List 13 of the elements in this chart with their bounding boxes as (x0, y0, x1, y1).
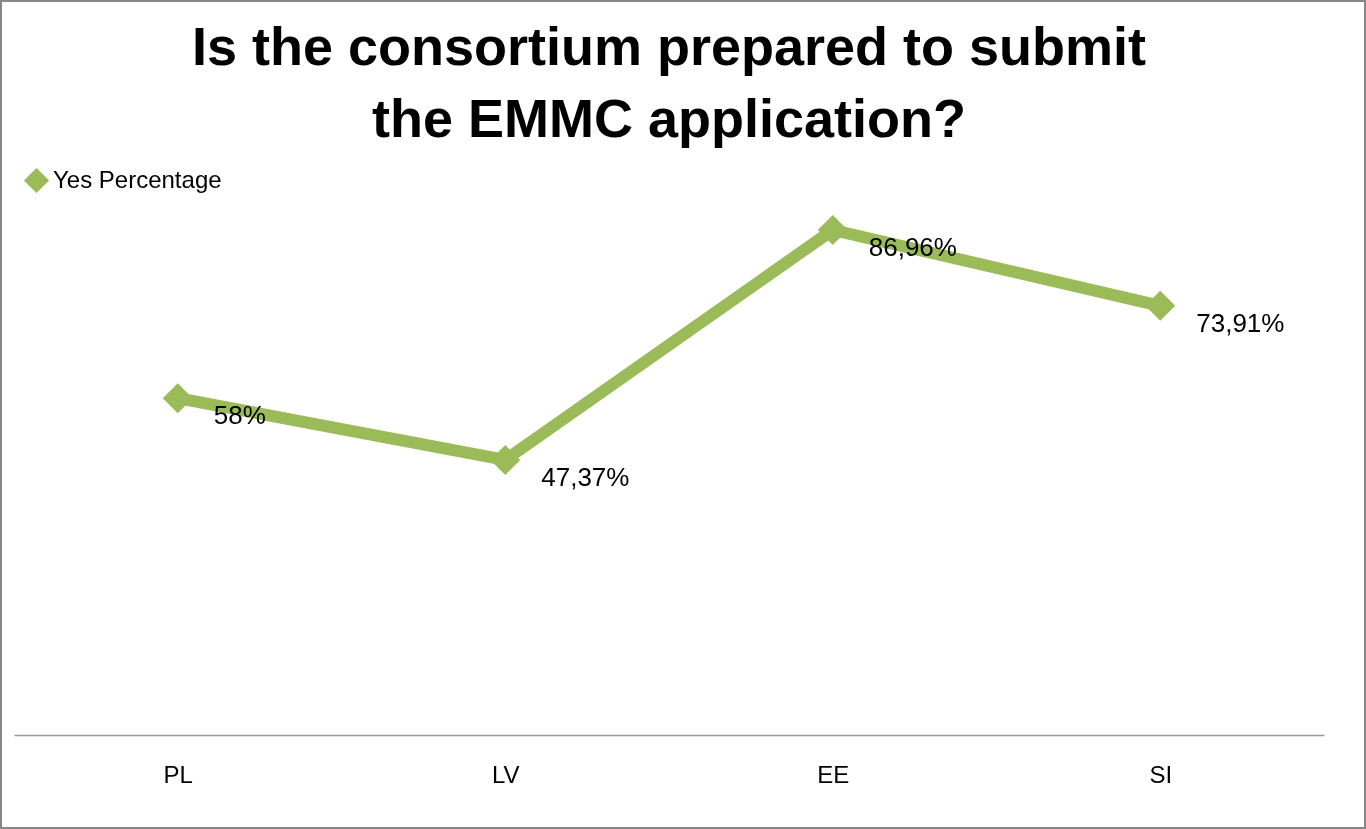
legend-label: Yes Percentage (53, 165, 222, 193)
text: Is the consortium prepared to submit (191, 16, 1147, 76)
x-tick-label: SI (1149, 760, 1173, 788)
point (817, 215, 848, 245)
data-label: 47,37% (541, 461, 630, 492)
data-label: 58% (213, 400, 266, 431)
x-tick-label: EE (817, 760, 850, 788)
x-tick-label: PL (163, 760, 193, 788)
point (490, 444, 521, 475)
x-tick-label: LV (491, 760, 520, 788)
data-label: 73,91% (1196, 307, 1285, 338)
point (1145, 290, 1176, 321)
text: the EMMC application? (372, 88, 966, 148)
